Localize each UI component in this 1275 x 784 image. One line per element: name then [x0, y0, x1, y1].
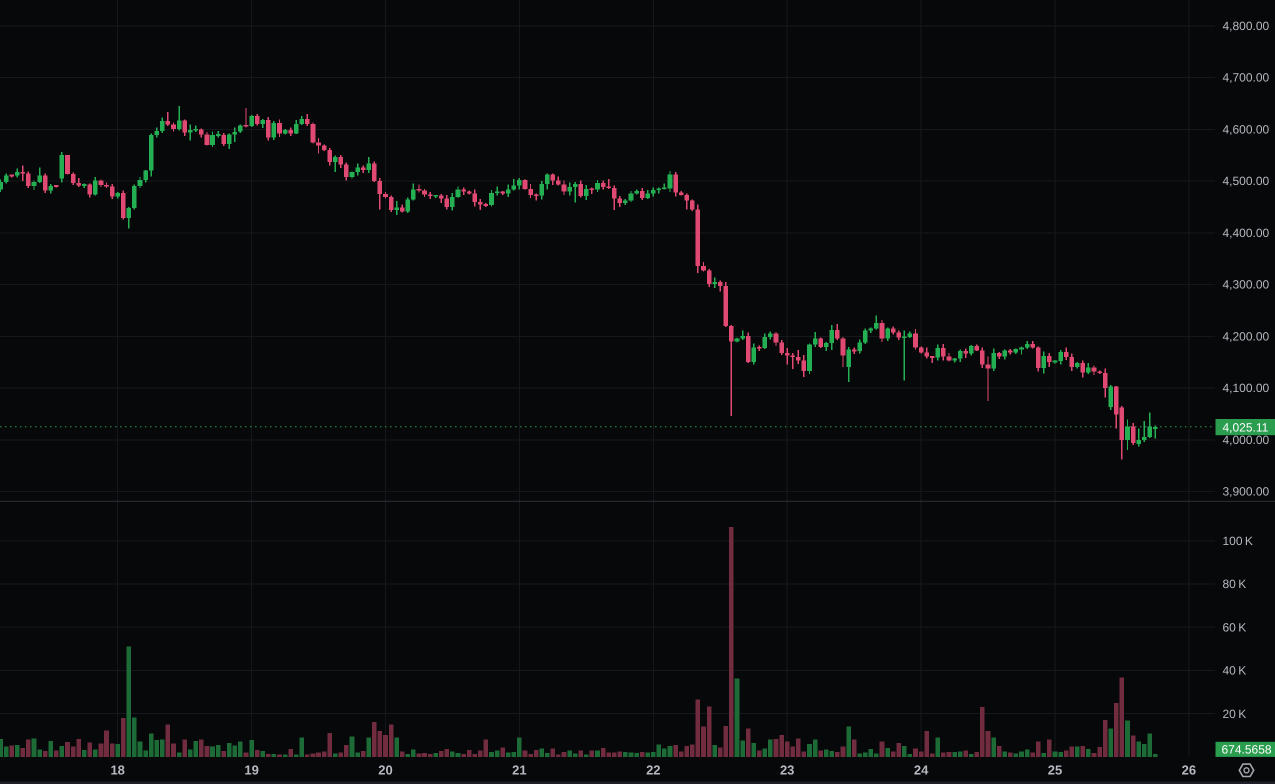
svg-text:4,500.00: 4,500.00 [1223, 174, 1270, 188]
svg-text:674.5658: 674.5658 [1222, 743, 1272, 757]
svg-text:80 K: 80 K [1223, 577, 1247, 591]
svg-text:18: 18 [110, 763, 124, 778]
svg-text:4,025.11: 4,025.11 [1223, 420, 1269, 434]
svg-text:4,600.00: 4,600.00 [1223, 123, 1270, 137]
svg-text:4,800.00: 4,800.00 [1223, 19, 1270, 33]
svg-text:4,100.00: 4,100.00 [1223, 381, 1270, 395]
svg-text:26: 26 [1182, 763, 1196, 778]
svg-text:60 K: 60 K [1223, 620, 1247, 634]
svg-text:4,700.00: 4,700.00 [1223, 71, 1270, 85]
svg-text:40 K: 40 K [1223, 664, 1247, 678]
svg-text:19: 19 [244, 763, 258, 778]
svg-text:22: 22 [646, 763, 660, 778]
svg-text:4,300.00: 4,300.00 [1223, 278, 1270, 292]
svg-text:3,900.00: 3,900.00 [1223, 485, 1270, 499]
svg-text:25: 25 [1048, 763, 1062, 778]
svg-text:24: 24 [914, 763, 929, 778]
svg-text:23: 23 [780, 763, 794, 778]
svg-text:4,000.00: 4,000.00 [1223, 433, 1270, 447]
svg-text:20: 20 [378, 763, 392, 778]
svg-text:4,400.00: 4,400.00 [1223, 226, 1270, 240]
svg-text:21: 21 [512, 763, 526, 778]
svg-text:20 K: 20 K [1223, 707, 1247, 721]
svg-text:4,200.00: 4,200.00 [1223, 330, 1270, 344]
svg-text:100 K: 100 K [1223, 534, 1253, 548]
